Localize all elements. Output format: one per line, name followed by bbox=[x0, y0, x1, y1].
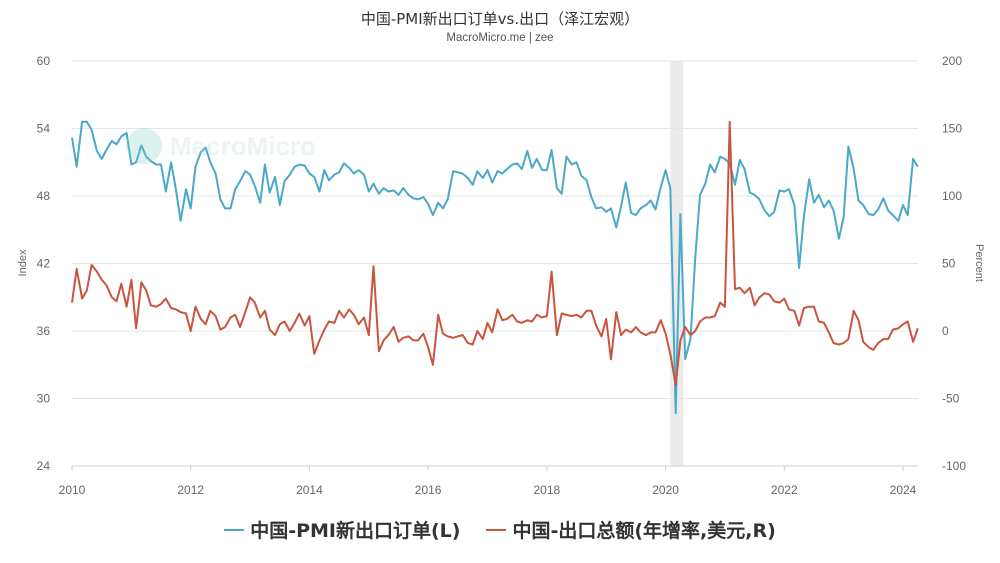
x-tick-label: 2020 bbox=[652, 483, 679, 497]
right-axis-title: Percent bbox=[973, 244, 985, 282]
left-tick-label: 30 bbox=[37, 392, 51, 406]
left-axis-ticks: 24 30 36 42 48 54 60 bbox=[37, 54, 51, 473]
series-line-pmi bbox=[71, 120, 919, 415]
series-line-exports bbox=[71, 120, 919, 386]
x-tick-label: 2022 bbox=[771, 483, 798, 497]
right-axis-ticks: -100 -50 0 50 100 150 200 bbox=[942, 54, 966, 473]
right-tick-label: 50 bbox=[942, 257, 956, 271]
right-tick-label: 100 bbox=[942, 189, 962, 203]
left-tick-label: 42 bbox=[37, 257, 51, 271]
x-tick-label: 2024 bbox=[890, 483, 917, 497]
legend-label-exports: 中国-出口总额(年增率,美元,R) bbox=[512, 520, 776, 542]
right-tick-label: 200 bbox=[942, 54, 962, 68]
legend-item-pmi[interactable]: 中国-PMI新出口订单(L) bbox=[224, 516, 460, 543]
legend-swatch-exports bbox=[486, 528, 507, 531]
left-tick-label: 48 bbox=[37, 189, 51, 203]
left-tick-label: 54 bbox=[37, 122, 51, 136]
x-tick-label: 2018 bbox=[534, 483, 561, 497]
gridlines bbox=[72, 60, 918, 467]
legend-item-exports[interactable]: 中国-出口总额(年增率,美元,R) bbox=[486, 516, 776, 543]
x-tick-label: 2012 bbox=[177, 483, 204, 497]
x-tick-label: 2010 bbox=[59, 483, 86, 497]
page-subtitle: MacroMicro.me | zee bbox=[446, 32, 554, 44]
page-title: 中国-PMI新出口订单vs.出口（泽江宏观） bbox=[360, 10, 640, 28]
left-tick-label: 60 bbox=[37, 54, 51, 68]
watermark-text: MacroMicro bbox=[170, 130, 316, 161]
left-axis-title: Index bbox=[17, 249, 29, 276]
legend: 中国-PMI新出口订单(L) 中国-出口总额(年增率,美元,R) bbox=[0, 516, 1000, 543]
legend-swatch-pmi bbox=[224, 528, 245, 531]
legend-label-pmi: 中国-PMI新出口订单(L) bbox=[250, 520, 461, 542]
right-tick-label: -100 bbox=[942, 459, 966, 473]
right-tick-label: 150 bbox=[942, 122, 962, 136]
left-tick-label: 36 bbox=[37, 324, 51, 338]
left-tick-label: 24 bbox=[37, 459, 51, 473]
series-lines bbox=[71, 120, 919, 415]
right-tick-label: -50 bbox=[942, 392, 960, 406]
x-tick-label: 2014 bbox=[296, 483, 323, 497]
right-tick-label: 0 bbox=[942, 324, 949, 338]
x-tick-label: 2016 bbox=[415, 483, 442, 497]
watermark: MacroMicro bbox=[126, 128, 316, 164]
x-axis-ticks: 2010 2012 2014 2016 2018 2020 2022 2024 bbox=[59, 465, 918, 497]
watermark-logo-icon bbox=[126, 128, 162, 164]
